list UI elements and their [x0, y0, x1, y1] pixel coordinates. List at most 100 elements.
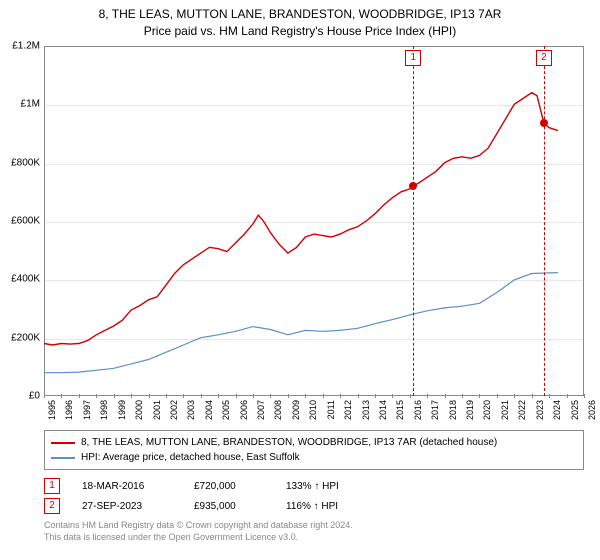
x-axis-label: 2014 [378, 400, 388, 420]
x-tick [514, 394, 515, 398]
x-tick [549, 394, 550, 398]
x-axis-label: 2017 [430, 400, 440, 420]
chart-area: £0£200K£400K£600K£800K£1M£1.2M1995199619… [44, 46, 584, 396]
x-tick [288, 394, 289, 398]
x-tick [392, 394, 393, 398]
event-price: £935,000 [194, 501, 264, 512]
x-tick [305, 394, 306, 398]
event-row-1: 1 18-MAR-2016 £720,000 133% ↑ HPI [44, 476, 584, 496]
x-axis-label: 1997 [82, 400, 92, 420]
x-axis-label: 2010 [308, 400, 318, 420]
x-axis-label: 2004 [204, 400, 214, 420]
x-axis-label: 2013 [361, 400, 371, 420]
x-axis-label: 2024 [552, 400, 562, 420]
x-tick [270, 394, 271, 398]
marker-vline-1 [413, 46, 414, 396]
x-axis-label: 2025 [570, 400, 580, 420]
x-tick [567, 394, 568, 398]
legend-and-footer: 8, THE LEAS, MUTTON LANE, BRANDESTON, WO… [44, 430, 584, 543]
x-axis-label: 2016 [413, 400, 423, 420]
x-axis-label: 2000 [134, 400, 144, 420]
y-axis-label: £800K [11, 157, 40, 168]
x-tick [44, 394, 45, 398]
event-table: 1 18-MAR-2016 £720,000 133% ↑ HPI 2 27-SEP-20… [44, 476, 584, 516]
x-tick [497, 394, 498, 398]
y-axis-label: £1M [21, 99, 40, 110]
event-price: £720,000 [194, 481, 264, 492]
x-axis-label: 2026 [587, 400, 597, 420]
x-axis-label: 1998 [99, 400, 109, 420]
marker-dot-1 [409, 182, 417, 190]
x-tick [183, 394, 184, 398]
x-axis-label: 1999 [117, 400, 127, 420]
x-tick [479, 394, 480, 398]
legend-label: HPI: Average price, detached house, East… [81, 450, 300, 465]
x-axis-label: 2003 [186, 400, 196, 420]
line-series-svg [44, 46, 584, 396]
x-tick [149, 394, 150, 398]
x-axis-label: 2015 [395, 400, 405, 420]
marker-vline-2 [544, 46, 545, 396]
x-axis-label: 2002 [169, 400, 179, 420]
series-hpi [44, 273, 558, 373]
x-axis-label: 2022 [517, 400, 527, 420]
y-axis-label: £400K [11, 274, 40, 285]
x-tick [253, 394, 254, 398]
title-line-1: 8, THE LEAS, MUTTON LANE, BRANDESTON, WO… [0, 6, 600, 23]
x-tick [375, 394, 376, 398]
x-axis-label: 2006 [239, 400, 249, 420]
x-tick [201, 394, 202, 398]
x-tick [462, 394, 463, 398]
x-tick [131, 394, 132, 398]
x-tick [340, 394, 341, 398]
x-tick [584, 394, 585, 398]
event-id-box: 1 [44, 478, 60, 494]
x-axis-label: 1996 [64, 400, 74, 420]
x-axis-label: 2011 [326, 400, 336, 419]
x-tick [114, 394, 115, 398]
x-axis-label: 2020 [482, 400, 492, 420]
x-axis-label: 1995 [47, 400, 57, 420]
legend-row: 8, THE LEAS, MUTTON LANE, BRANDESTON, WO… [51, 435, 577, 450]
footer-attribution: Contains HM Land Registry data © Crown c… [44, 520, 584, 543]
x-tick [427, 394, 428, 398]
event-row-2: 227-SEP-2023£935,000116% ↑ HPI [44, 496, 584, 516]
y-axis-label: £0 [29, 391, 40, 402]
event-date: 27-SEP-2023 [82, 501, 172, 512]
series-property [44, 93, 558, 345]
legend-swatch [51, 457, 75, 459]
x-tick [445, 394, 446, 398]
marker-box-1: 1 [405, 50, 421, 66]
x-tick [61, 394, 62, 398]
x-tick [410, 394, 411, 398]
legend-box: 8, THE LEAS, MUTTON LANE, BRANDESTON, WO… [44, 430, 584, 470]
footer-line-2: This data is licensed under the Open Gov… [44, 532, 584, 544]
x-axis-label: 2018 [448, 400, 458, 420]
event-pct: 133% ↑ HPI [286, 481, 339, 492]
y-axis-label: £1.2M [12, 41, 40, 52]
event-date: 18-MAR-2016 [82, 481, 172, 492]
x-tick [323, 394, 324, 398]
y-axis-label: £200K [11, 332, 40, 343]
x-axis-label: 2023 [535, 400, 545, 420]
x-tick [358, 394, 359, 398]
x-tick [96, 394, 97, 398]
legend-row: HPI: Average price, detached house, East… [51, 450, 577, 465]
event-id-box: 2 [44, 498, 60, 514]
chart-title-block: 8, THE LEAS, MUTTON LANE, BRANDESTON, WO… [0, 0, 600, 40]
x-axis-label: 2001 [152, 400, 162, 420]
x-tick [532, 394, 533, 398]
legend-swatch [51, 442, 75, 444]
marker-dot-2 [540, 119, 548, 127]
x-tick [218, 394, 219, 398]
footer-line-1: Contains HM Land Registry data © Crown c… [44, 520, 584, 532]
x-tick [166, 394, 167, 398]
x-axis-label: 2005 [221, 400, 231, 420]
x-axis-label: 2019 [465, 400, 475, 420]
x-axis-label: 2008 [273, 400, 283, 420]
y-axis-label: £600K [11, 216, 40, 227]
x-axis-label: 2009 [291, 400, 301, 420]
x-tick [79, 394, 80, 398]
x-tick [236, 394, 237, 398]
x-axis-label: 2007 [256, 400, 266, 420]
